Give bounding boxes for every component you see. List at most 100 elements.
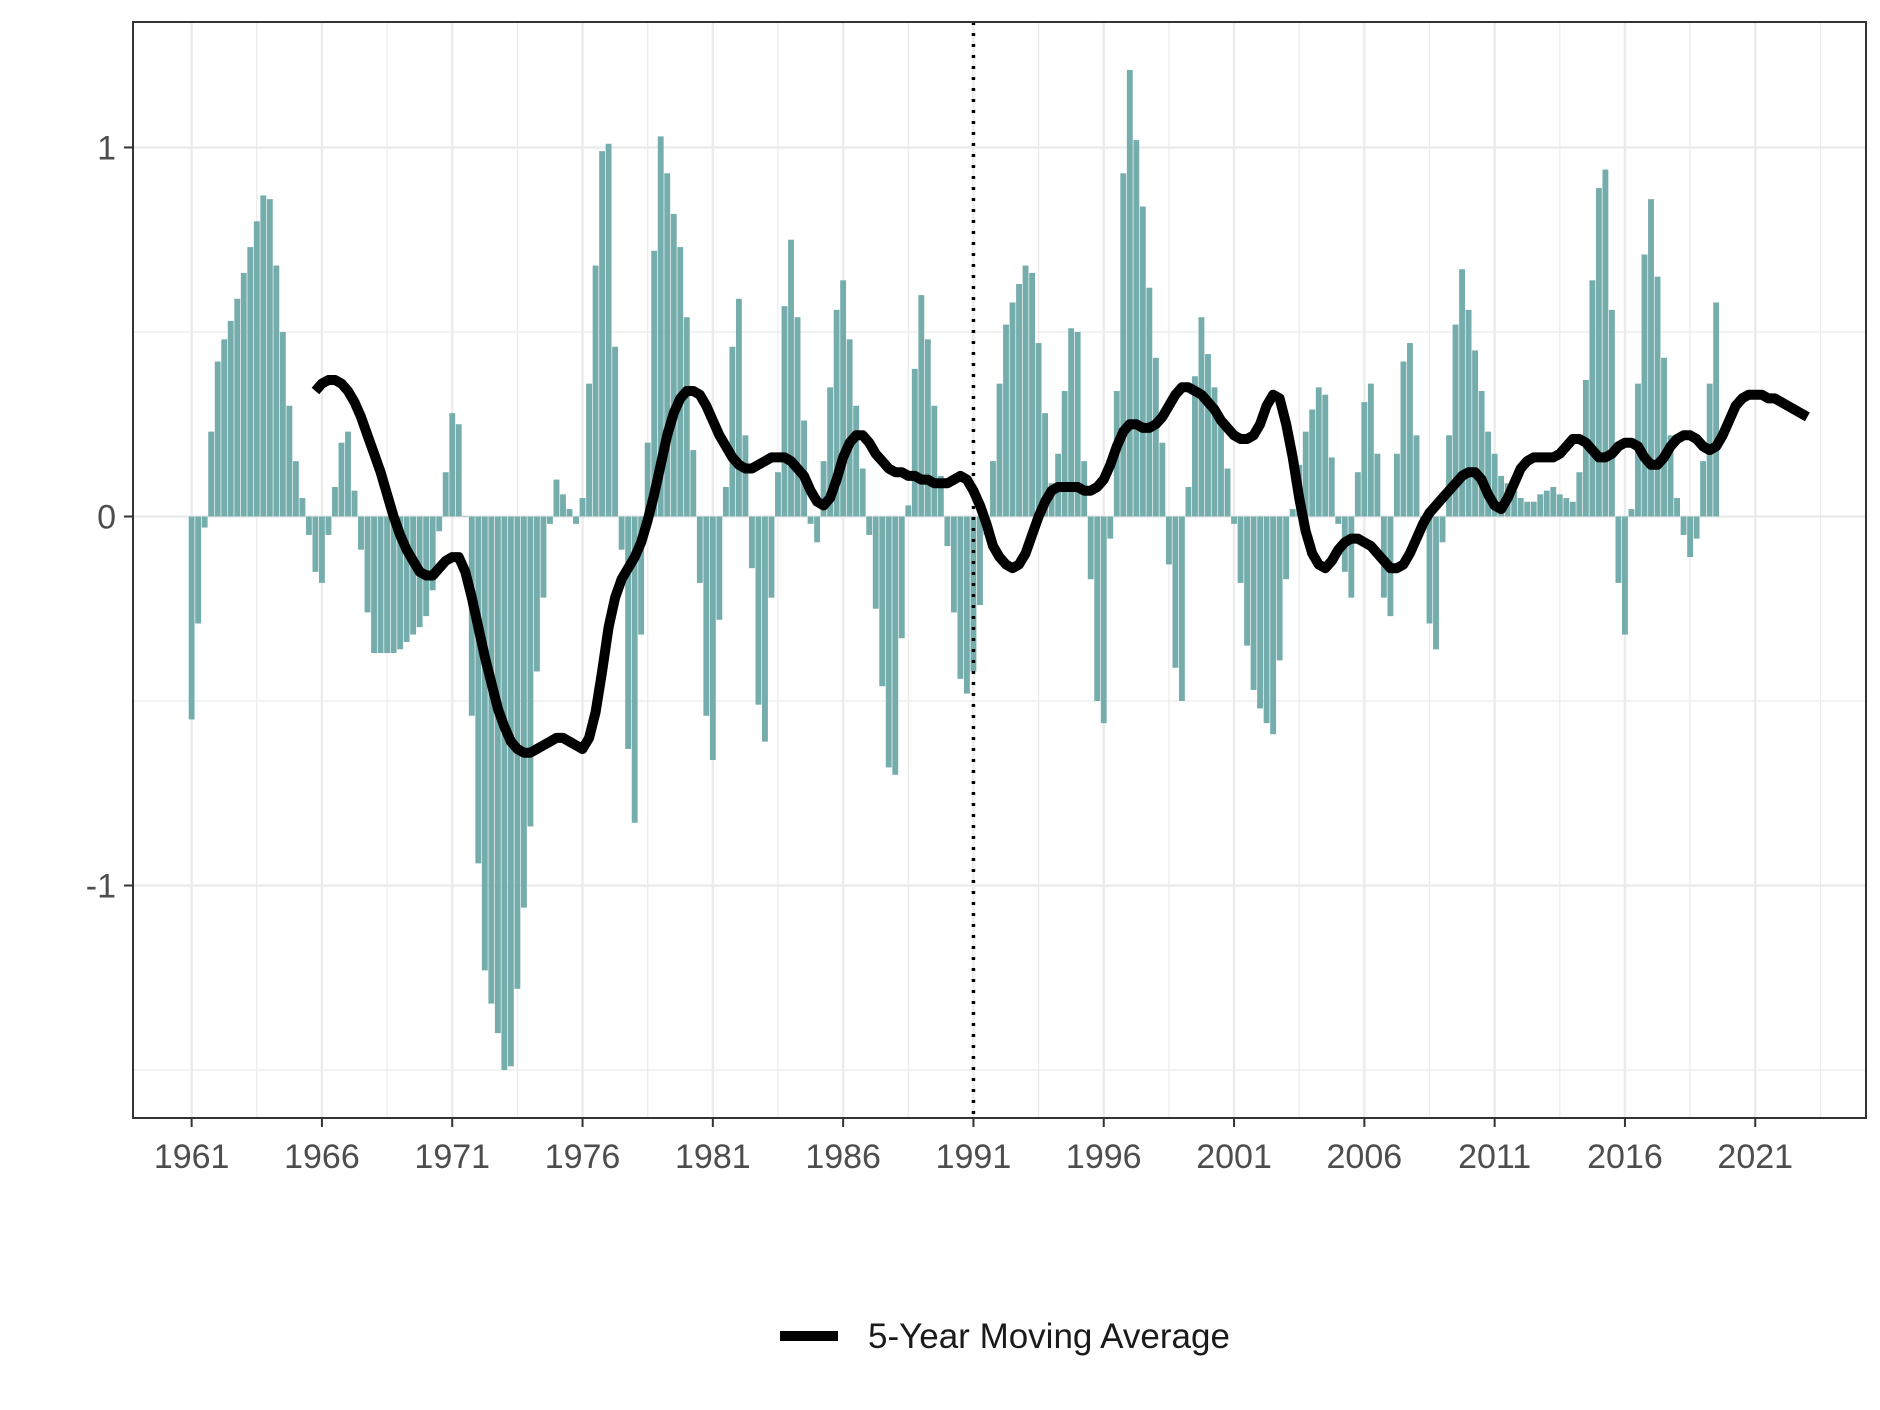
bar [1087,516,1094,580]
bar [1029,272,1035,517]
bar [429,516,436,591]
bar [872,516,879,609]
bar [475,516,482,864]
bar [579,498,586,517]
bar [410,516,417,635]
bar [1205,354,1211,517]
bar [905,505,912,517]
bar [299,498,306,517]
bar [1139,206,1146,517]
y-tick-label: -1 [86,868,116,906]
x-tick-label: 1966 [284,1138,360,1176]
bar [462,516,469,517]
bar [742,435,749,517]
bar [1100,516,1107,724]
bar [586,383,592,517]
bar [1237,516,1244,583]
bar [1061,391,1068,517]
bar [638,516,645,635]
x-tick-label: 2021 [1717,1138,1793,1176]
x-tick-label: 2011 [1458,1138,1531,1176]
bar [1328,457,1335,517]
bar [1393,453,1400,517]
bar [924,339,931,517]
bar [305,516,312,535]
bar [879,516,886,687]
bar [201,516,208,528]
bar [1459,269,1465,517]
bar [1615,516,1622,583]
bar [364,516,371,613]
bar [1622,516,1628,635]
bar [279,331,286,517]
bar [1680,516,1687,535]
bar [195,516,202,624]
bar [651,250,658,517]
bar [1608,309,1615,517]
bar [1543,490,1550,517]
bar [1498,475,1505,517]
panel-border [132,21,1867,1119]
bar [292,461,299,517]
bar [1152,357,1159,517]
bar [1446,435,1452,517]
bar [1374,453,1381,517]
bar [1407,343,1413,517]
bar [1517,498,1524,517]
bar [690,450,697,517]
bar [1556,494,1563,517]
bar [1674,498,1680,517]
bar [709,516,716,761]
bar [390,516,397,654]
bar [1687,516,1694,558]
bar [931,405,938,517]
bar [1576,472,1583,517]
bar [866,516,873,535]
bar [1126,69,1133,517]
bar [1700,461,1707,517]
bar [970,516,977,672]
bar [696,516,703,583]
bar [501,516,508,1071]
bar [1263,516,1270,724]
bar [1667,435,1674,517]
bar [1400,361,1407,517]
bar [683,317,690,517]
x-tick-label: 1981 [675,1138,751,1176]
bar [1693,516,1700,539]
bar [553,479,560,517]
bar [1107,516,1114,539]
bar [794,317,801,517]
bar [1218,420,1224,517]
bar [735,298,742,517]
bar [397,516,404,650]
bar [1198,317,1205,517]
bar [657,136,664,517]
bar [1478,391,1485,517]
x-tick-label: 1971 [414,1138,490,1176]
bar [977,516,983,606]
bar [1094,516,1101,701]
bar [1120,173,1127,517]
bar [188,516,195,720]
bar [1439,516,1446,543]
bar [1413,435,1420,517]
y-tick-label: 1 [97,129,116,167]
bar [1185,486,1192,517]
bar [1068,328,1075,517]
bar [1491,453,1498,517]
bar [1276,516,1283,661]
bar [664,173,671,517]
bar [247,247,254,517]
bar [1224,468,1231,517]
bar [963,516,970,694]
bar [1172,516,1179,668]
bar [1035,343,1042,517]
bar [592,265,599,517]
bar [319,516,325,583]
bar [1465,309,1472,517]
bar [1589,280,1596,517]
bar [481,516,488,971]
bar [1602,169,1609,517]
bar [266,199,273,517]
